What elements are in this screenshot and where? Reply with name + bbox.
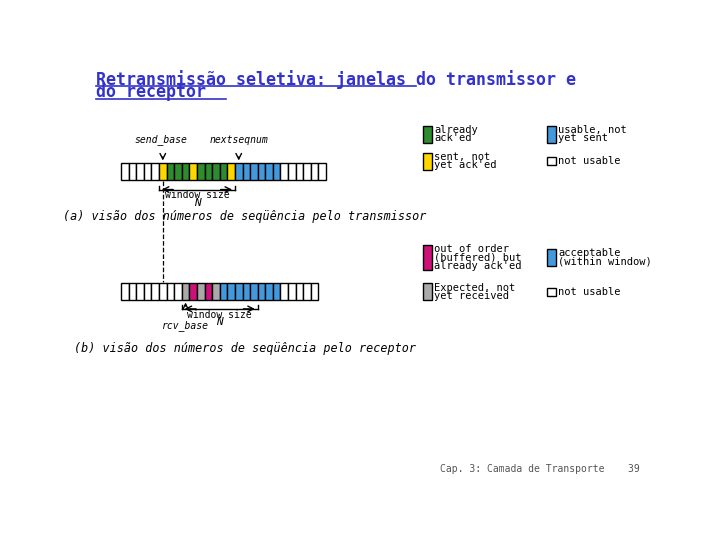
Text: window size: window size	[165, 190, 229, 200]
Bar	[197, 164, 204, 180]
Text: Retransmissão seletiva: janelas do transmissor e: Retransmissão seletiva: janelas do trans…	[96, 70, 576, 89]
Text: rcv_base: rcv_base	[162, 320, 209, 330]
Text: (b) visão dos números de seqüência pelo receptor: (b) visão dos números de seqüência pelo …	[74, 342, 416, 355]
Bar	[288, 283, 296, 300]
Text: yet ack'ed: yet ack'ed	[434, 160, 497, 170]
Bar	[220, 164, 228, 180]
Text: nextseqnum: nextseqnum	[210, 135, 268, 145]
Bar	[136, 283, 144, 300]
Bar	[151, 164, 159, 180]
Text: (buffered) but: (buffered) but	[434, 252, 521, 262]
Text: yet received: yet received	[434, 291, 509, 301]
Text: already ack'ed: already ack'ed	[434, 261, 521, 271]
Bar	[296, 283, 303, 300]
Text: usable, not: usable, not	[558, 125, 627, 135]
Text: ack'ed: ack'ed	[434, 133, 472, 143]
Bar	[258, 164, 265, 180]
Bar	[129, 164, 136, 180]
Bar	[159, 283, 166, 300]
Bar	[204, 164, 212, 180]
Text: N: N	[217, 318, 223, 327]
Bar	[197, 283, 204, 300]
Bar	[250, 283, 258, 300]
Bar	[547, 288, 556, 296]
Bar	[243, 283, 250, 300]
Bar	[547, 126, 556, 143]
Bar	[228, 283, 235, 300]
Bar	[204, 283, 212, 300]
Text: already: already	[434, 125, 478, 135]
Bar	[129, 283, 136, 300]
Bar	[174, 164, 181, 180]
Bar	[311, 164, 318, 180]
Text: (within window): (within window)	[558, 256, 652, 267]
Text: Cap. 3: Camada de Transporte    39: Cap. 3: Camada de Transporte 39	[441, 464, 640, 475]
Bar	[423, 153, 432, 170]
Bar	[181, 164, 189, 180]
Bar	[166, 283, 174, 300]
Bar	[220, 283, 228, 300]
Text: yet sent: yet sent	[558, 133, 608, 143]
Bar	[228, 164, 235, 180]
Bar	[189, 283, 197, 300]
Text: not usable: not usable	[558, 287, 621, 297]
Bar	[318, 164, 326, 180]
Bar	[311, 283, 318, 300]
Bar	[423, 284, 432, 300]
Bar	[212, 164, 220, 180]
Bar	[144, 164, 151, 180]
Bar	[547, 157, 556, 165]
Text: not usable: not usable	[558, 156, 621, 166]
Text: do receptor: do receptor	[96, 83, 206, 100]
Bar	[296, 164, 303, 180]
Bar	[303, 283, 311, 300]
Bar	[265, 164, 273, 180]
Bar	[288, 164, 296, 180]
Bar	[151, 283, 159, 300]
Text: window size: window size	[187, 309, 252, 320]
Text: acceptable: acceptable	[558, 248, 621, 258]
Bar	[281, 164, 288, 180]
Bar	[189, 164, 197, 180]
Bar	[303, 164, 311, 180]
Bar	[423, 245, 432, 270]
Text: Expected, not: Expected, not	[434, 283, 516, 293]
Bar	[243, 164, 250, 180]
Bar	[121, 283, 129, 300]
Bar	[258, 283, 265, 300]
Bar	[212, 283, 220, 300]
Bar	[136, 164, 144, 180]
Bar	[547, 249, 556, 266]
Bar	[235, 283, 243, 300]
Bar	[250, 164, 258, 180]
Text: send_base: send_base	[134, 134, 187, 145]
Bar	[144, 283, 151, 300]
Text: (a) visão dos números de seqüência pelo transmissor: (a) visão dos números de seqüência pelo …	[63, 210, 427, 222]
Bar	[121, 164, 129, 180]
Text: sent, not: sent, not	[434, 152, 490, 162]
Bar	[265, 283, 273, 300]
Text: N: N	[194, 198, 200, 208]
Bar	[159, 164, 166, 180]
Bar	[235, 164, 243, 180]
Bar	[181, 283, 189, 300]
Bar	[273, 164, 281, 180]
Bar	[423, 126, 432, 143]
Bar	[166, 164, 174, 180]
Bar	[174, 283, 181, 300]
Bar	[281, 283, 288, 300]
Bar	[273, 283, 281, 300]
Text: out of order: out of order	[434, 244, 509, 254]
